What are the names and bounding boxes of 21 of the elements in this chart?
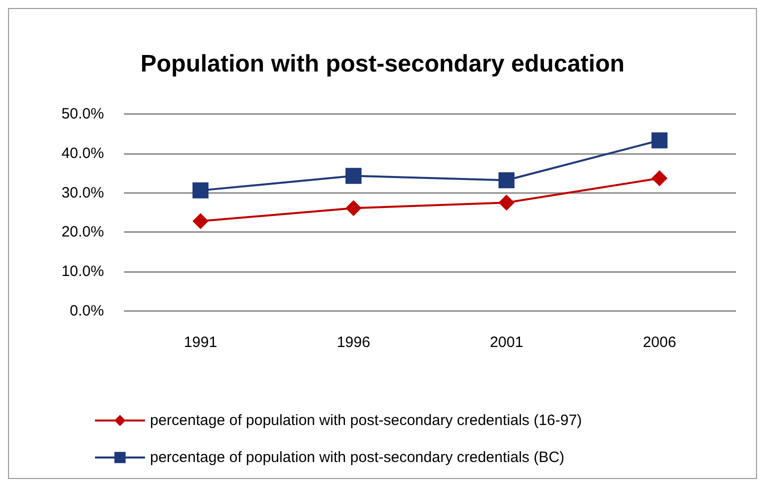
- point: [498, 172, 514, 188]
- y-tick-label: 40.0%: [61, 144, 104, 162]
- point: [652, 132, 668, 148]
- legend-label: percentage of population with post-secondary credentials (16-97): [150, 412, 582, 429]
- point: [498, 194, 514, 211]
- point: [192, 213, 208, 230]
- y-tick-label: 20.0%: [61, 224, 104, 241]
- y-tick-label: 50.0%: [61, 106, 104, 122]
- y-tick-label: 10.0%: [61, 263, 104, 280]
- x-tick-label: 2001: [490, 334, 524, 351]
- x-tick-label: 1991: [184, 334, 218, 351]
- x-tick-label: 2006: [642, 334, 676, 351]
- chart-title: Population with post-secondary education: [140, 50, 625, 78]
- point: [346, 200, 362, 216]
- y-tick-label: 0.0%: [70, 302, 104, 320]
- legend-label: percentage of population with post-secondary credentials (BC): [150, 449, 564, 466]
- x-tick-label: 1996: [336, 334, 370, 351]
- y-tick-label: 30.0%: [61, 184, 104, 202]
- point: [346, 168, 362, 184]
- point: [192, 182, 208, 198]
- point: [652, 170, 668, 186]
